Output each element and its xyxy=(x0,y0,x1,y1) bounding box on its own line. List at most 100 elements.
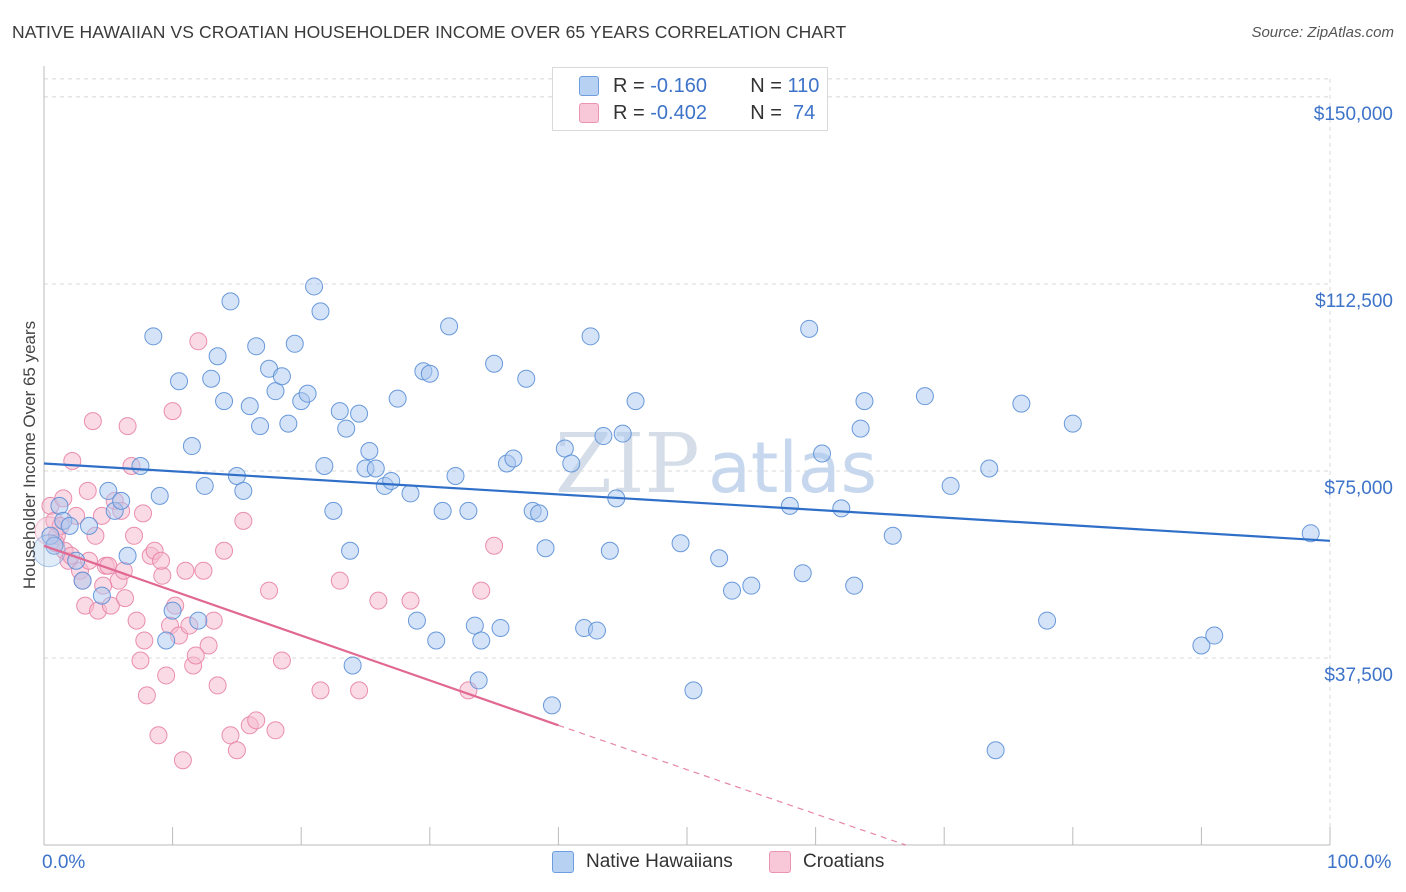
croatian-point xyxy=(260,581,279,600)
native-hawaiian-point xyxy=(1063,414,1082,433)
native-hawaiian-point xyxy=(407,611,426,630)
native-hawaiian-point xyxy=(562,454,581,473)
native-hawaiian-point xyxy=(600,541,619,560)
native-hawaiian-point xyxy=(851,419,870,438)
croatian-point xyxy=(173,751,192,770)
native-hawaiian-point xyxy=(941,476,960,495)
legend-n-label: N = xyxy=(750,74,788,97)
native-hawaiian-point xyxy=(1012,394,1031,413)
croatian-point xyxy=(153,566,172,585)
native-hawaiian-point xyxy=(272,367,291,386)
native-hawaiian-point xyxy=(360,442,379,461)
native-hawaiian-point xyxy=(240,397,259,416)
native-hawaiian-point xyxy=(793,564,812,583)
croatian-point xyxy=(163,402,182,421)
native-hawaiian-point xyxy=(723,581,742,600)
native-hawaiian-point xyxy=(469,671,488,690)
native-hawaiian-point xyxy=(50,496,69,515)
native-hawaiian-point xyxy=(420,364,439,383)
native-hawaiian-point xyxy=(144,327,163,346)
y-axis-label: Householder Income Over 65 years xyxy=(20,320,39,590)
native-hawaiian-point xyxy=(742,576,761,595)
croatian-point xyxy=(135,631,154,650)
native-hawaiian-point xyxy=(182,437,201,456)
y-tick-label: $112,500 xyxy=(1315,291,1393,312)
croatians-points xyxy=(34,332,504,770)
y-tick-label: $75,000 xyxy=(1324,478,1393,499)
native-hawaiian-point xyxy=(401,484,420,503)
native-hawaiian-point xyxy=(60,516,79,535)
axes xyxy=(43,66,1331,846)
legend-r-label: R = xyxy=(613,101,651,124)
native-hawaiian-point xyxy=(221,292,240,311)
native-hawaiian-point xyxy=(555,439,574,458)
croatian-point xyxy=(131,651,150,670)
native-hawaiian-point xyxy=(202,369,221,388)
croatian-point xyxy=(149,726,168,745)
legend-swatch-blue xyxy=(552,851,574,873)
croatian-point xyxy=(221,726,240,745)
native-hawaiian-point xyxy=(530,504,549,523)
native-hawaiians-points xyxy=(32,277,1320,760)
croatian-point xyxy=(157,666,176,685)
native-hawaiian-point xyxy=(542,696,561,715)
series-legend-croatians: Croatians xyxy=(769,851,884,873)
series-name-native-hawaiians: Native Hawaiians xyxy=(586,851,733,872)
croatian-point xyxy=(189,332,208,351)
native-hawaiian-point xyxy=(382,471,401,490)
croatian-point xyxy=(369,591,388,610)
native-hawaiian-point xyxy=(350,404,369,423)
native-hawaiian-point xyxy=(883,526,902,545)
croatian-point xyxy=(247,711,266,730)
croatian-point xyxy=(186,646,205,665)
native-hawaiian-point xyxy=(472,631,491,650)
native-hawaiian-point xyxy=(684,681,703,700)
native-hawaiian-point xyxy=(465,616,484,635)
native-hawaiians-trend-line xyxy=(43,462,1331,542)
native-hawaiian-point xyxy=(671,534,690,553)
native-hawaiian-point xyxy=(800,319,819,338)
native-hawaiian-point xyxy=(1205,626,1224,645)
legend-row-croatians: R = -0.402 N = 74 xyxy=(579,100,815,126)
native-hawaiian-point xyxy=(581,327,600,346)
native-hawaiian-point xyxy=(366,459,385,478)
native-hawaiian-point xyxy=(626,392,645,411)
native-hawaiian-point xyxy=(986,741,1005,760)
native-hawaiian-point xyxy=(485,354,504,373)
y-tick-label: $150,000 xyxy=(1314,104,1393,125)
legend-n-label: N = xyxy=(750,101,788,124)
y-tick-labels: $37,500 $75,000 $112,500 $150,000 xyxy=(1314,104,1393,686)
native-hawaiian-point xyxy=(1192,636,1211,655)
source-credit: Source: ZipAtlas.com xyxy=(1251,24,1394,41)
native-hawaiian-point xyxy=(587,621,606,640)
native-hawaiian-point xyxy=(780,496,799,515)
native-hawaiian-point xyxy=(195,476,214,495)
native-hawaiian-point xyxy=(491,619,510,638)
croatian-point xyxy=(127,611,146,630)
native-hawaiian-point xyxy=(112,491,131,510)
croatian-point xyxy=(152,551,171,570)
croatian-point xyxy=(485,536,504,555)
croatian-point xyxy=(350,681,369,700)
native-hawaiian-point xyxy=(324,501,343,520)
native-hawaiian-point xyxy=(504,449,523,468)
native-hawaiian-point xyxy=(337,419,356,438)
native-hawaiian-point xyxy=(266,382,285,401)
watermark-atlas: atlas xyxy=(708,427,877,509)
chart-title: NATIVE HAWAIIAN VS CROATIAN HOUSEHOLDER … xyxy=(12,22,847,42)
native-hawaiian-point xyxy=(247,337,266,356)
croatians-trend-extension xyxy=(558,724,906,846)
native-hawaiian-point xyxy=(99,481,118,500)
native-hawaiian-point xyxy=(915,387,934,406)
native-hawaiian-point xyxy=(1301,524,1320,543)
croatian-point xyxy=(208,676,227,695)
croatian-point xyxy=(272,651,291,670)
correlation-legend: R = -0.160 N = 110 R = -0.402 N = 74 xyxy=(552,67,828,131)
native-hawaiian-point xyxy=(170,372,189,391)
croatian-point xyxy=(215,541,234,560)
native-hawaiian-point xyxy=(459,501,478,520)
native-hawaiian-point xyxy=(279,414,298,433)
native-hawaiian-point xyxy=(92,586,111,605)
croatian-point xyxy=(134,504,153,523)
native-hawaiian-point xyxy=(1038,611,1057,630)
